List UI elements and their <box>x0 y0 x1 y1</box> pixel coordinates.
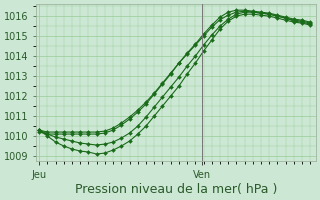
X-axis label: Pression niveau de la mer( hPa ): Pression niveau de la mer( hPa ) <box>75 183 277 196</box>
